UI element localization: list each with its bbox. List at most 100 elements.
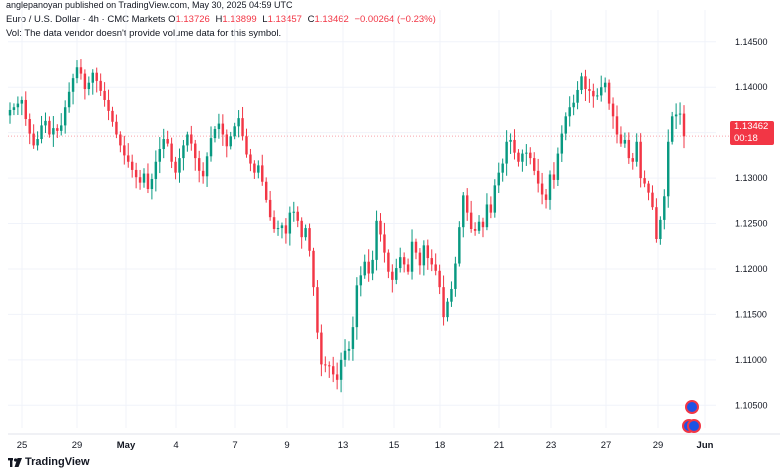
candle-body [596,95,599,97]
time-tick-label: 23 [546,440,557,451]
candle-body [509,139,512,142]
candle-body [580,76,583,90]
candle-body [154,161,158,180]
candle-body [233,126,236,137]
candle-body [95,72,98,81]
candle-body [418,252,422,266]
high-value: 1.13899 [222,14,257,25]
candle-body [20,99,24,104]
candle-body [245,136,248,155]
open-value: 1.13726 [175,14,210,25]
candle-body [592,90,595,97]
candle-body [663,196,666,220]
close-value: 1.13462 [314,14,349,25]
candle-body [312,250,315,288]
candle-body [682,113,686,137]
symbol-legend: Euro / U.S. Dollar · 4h · CMC Markets O1… [6,14,439,25]
candle-body [276,228,280,230]
candle-body [119,134,122,146]
candle-body [627,139,631,159]
candle-body [99,80,102,91]
time-tick-label: 18 [435,440,446,451]
candle-body [197,158,201,171]
candle-body [517,152,520,162]
candle-body [458,227,461,264]
price-tick-label: 1.14500 [735,37,768,47]
candle-body [150,179,154,190]
candle-body [548,174,552,200]
candle-body [643,178,646,184]
candle-body [194,143,197,159]
candle-body [367,261,370,274]
candle-body [572,102,575,108]
candle-body [56,128,59,131]
candle-body [328,365,331,367]
event-flag-icon[interactable] [685,400,699,414]
price-tick-label: 1.13000 [735,173,768,183]
candle-body [434,264,437,271]
candle-body [130,161,134,170]
candle-body [8,109,12,116]
candle-body [465,195,469,213]
candle-body [619,134,623,144]
candle-body [556,153,560,180]
candle-body [166,139,169,144]
candle-body [564,116,567,134]
candle-body [261,165,264,182]
candle-body [24,99,27,120]
chart-grid [8,10,730,428]
candle-body [12,107,16,110]
candle-body [67,91,71,108]
candle-body [44,120,47,126]
time-tick-label: 27 [601,440,612,451]
candle-body [241,118,244,137]
candles [8,59,686,393]
candle-body [138,177,142,183]
candle-body [158,149,161,162]
candle-body [324,364,327,366]
candle-body [647,183,650,193]
candle-body [115,121,118,135]
candle-body [529,152,532,159]
candle-body [111,110,114,122]
candle-body [316,287,319,333]
candle-body [186,134,189,146]
candle-body [651,192,654,208]
candle-body [375,220,378,260]
candle-body [639,141,642,179]
price-axis: 1.145001.140001.135001.130001.125001.120… [735,37,768,410]
price-tick-label: 1.11500 [735,309,767,319]
time-tick-label: May [117,440,136,451]
candle-body [533,158,536,171]
candle-body [237,118,240,127]
candle-body [631,158,634,162]
last-price-tag: 1.13462 00:18 [730,121,774,145]
candle-body [79,67,83,74]
candle-body [383,234,386,253]
eu-flag-icon[interactable] [687,419,701,433]
candle-body [221,123,225,135]
candle-body [134,169,138,178]
candle-body [123,145,126,156]
change-value: −0.00264 (−0.23%) [354,14,436,25]
candle-body [623,139,627,144]
candle-body [142,173,146,183]
symbol-name: Euro / U.S. Dollar · 4h · CMC Markets [6,14,166,25]
candle-body [521,153,524,162]
price-tick-label: 1.10500 [735,400,768,410]
candle-body [146,173,150,190]
candle-body [162,139,165,150]
candle-body [406,264,410,272]
publisher-note: anglepanoyan published on TradingView.co… [6,0,293,10]
candle-body [28,119,31,134]
candle-body [52,128,55,135]
volume-note: Vol: The data vendor doesn't provide vol… [6,28,282,39]
candle-body [430,258,433,265]
candle-body [513,139,516,153]
candle-body [249,154,252,164]
time-axis: 25 29 May 4 7 9 13 15 18 21 23 27 29 Jun [8,433,780,451]
candle-body [462,195,465,228]
brand-name: TradingView [25,456,90,468]
candle-body [576,89,579,103]
